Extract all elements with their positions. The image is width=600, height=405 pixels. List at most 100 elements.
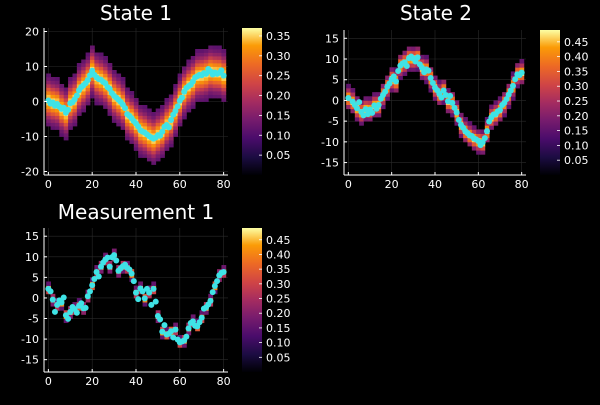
heatmap-cell (182, 101, 187, 106)
data-point (455, 116, 462, 123)
heatmap-cell (63, 133, 69, 137)
heatmap-cell (50, 126, 56, 130)
heatmap-cell (107, 77, 113, 81)
heatmap-cell (120, 119, 126, 123)
heatmap-cell (72, 80, 78, 85)
data-point (174, 103, 181, 110)
heatmap-cell (116, 108, 122, 113)
heatmap-cell (506, 100, 512, 105)
heatmap-cell (98, 98, 104, 102)
heatmap-cell (54, 108, 60, 113)
heatmap-cell (94, 52, 100, 57)
heatmap-cell (510, 71, 516, 76)
heatmap-cell (72, 84, 78, 88)
heatmap-cell (350, 96, 356, 101)
heatmap-cell (146, 119, 152, 123)
x-tick-label: 0 (345, 178, 352, 191)
heatmap-cell (480, 146, 486, 151)
heatmap-cell (59, 91, 65, 95)
heatmap-cell (138, 105, 143, 109)
heatmap-cell (59, 87, 65, 92)
heatmap-cell (354, 96, 360, 101)
heatmap-cell (363, 117, 369, 122)
heatmap-cell (493, 104, 499, 110)
heatmap-cell (50, 293, 56, 299)
heatmap-cell (129, 136, 135, 141)
heatmap-cell (107, 66, 113, 71)
heatmap-cell (217, 94, 222, 99)
heatmap-cell (164, 143, 170, 148)
heatmap-cell (389, 88, 395, 93)
heatmap-cell (129, 94, 135, 99)
heatmap-cell (208, 77, 214, 81)
x-tick-label: 20 (85, 375, 99, 388)
heatmap-cell (515, 83, 520, 89)
heatmap-cell (81, 70, 87, 74)
heatmap-cell (129, 101, 135, 106)
y-tick-label: 15 (25, 230, 39, 243)
heatmap-cell (90, 94, 95, 99)
y-tick-label: 0 (32, 96, 39, 109)
heatmap-cell (46, 91, 51, 95)
heatmap-cell (142, 147, 148, 151)
heatmap-cell (212, 94, 218, 99)
heatmap-cell (72, 105, 78, 109)
colorbar-tick-label: 0.35 (266, 30, 291, 43)
x-tick-label: 80 (217, 375, 231, 388)
heatmap-cell (212, 66, 218, 71)
heatmap-cell (199, 52, 205, 57)
heatmap-cell (208, 80, 214, 85)
heatmap-cell (208, 45, 214, 50)
heatmap-cell (164, 140, 170, 144)
heatmap-cell (142, 136, 148, 141)
heatmap-cell (177, 91, 183, 95)
heatmap-cell (129, 105, 135, 109)
heatmap-cell (199, 87, 205, 92)
heatmap-cell (212, 87, 218, 92)
heatmap-cell (208, 94, 214, 99)
heatmap-cell (221, 80, 227, 85)
x-tick-label: 60 (471, 178, 485, 191)
heatmap-cell (186, 66, 192, 71)
data-point (449, 99, 456, 106)
heatmap-cell (68, 84, 73, 88)
heatmap-cell (186, 73, 192, 78)
heatmap-cell (177, 119, 183, 123)
data-point (395, 68, 402, 75)
heatmap-cell (94, 56, 100, 60)
heatmap-cell (138, 115, 143, 120)
heatmap-cell (107, 260, 113, 266)
heatmap-cell (155, 129, 161, 134)
heatmap-cell (116, 77, 122, 81)
heatmap-cell (212, 45, 218, 50)
heatmap-cell (441, 79, 447, 85)
heatmap-cell (68, 105, 73, 109)
heatmap-cell (155, 112, 161, 116)
heatmap-cell (103, 70, 108, 74)
heatmap-cell (103, 77, 108, 81)
heatmap-cell (402, 71, 408, 76)
heatmap-cell (506, 104, 512, 110)
heatmap-cell (402, 50, 408, 56)
heatmap-cell (63, 98, 69, 102)
heatmap-cell (182, 80, 187, 85)
heatmap-cell (120, 91, 126, 95)
heatmap-cell (54, 126, 60, 130)
heatmap-cell (103, 59, 108, 64)
heatmap-cell (450, 108, 455, 114)
heatmap-cell (90, 52, 95, 57)
heatmap-cell (463, 137, 468, 143)
heatmap-cell (372, 108, 377, 114)
heatmap-cell (221, 91, 227, 95)
colorbar-gradient (540, 30, 560, 175)
data-point (84, 293, 91, 300)
heatmap-cell (129, 98, 135, 102)
heatmap-cell (94, 101, 100, 106)
heatmap-cell (515, 79, 520, 85)
heatmap-cell (94, 91, 100, 95)
heatmap-cell (133, 140, 139, 144)
heatmap-cell (76, 105, 82, 109)
data-point (89, 282, 96, 289)
heatmap-cell (120, 84, 126, 88)
